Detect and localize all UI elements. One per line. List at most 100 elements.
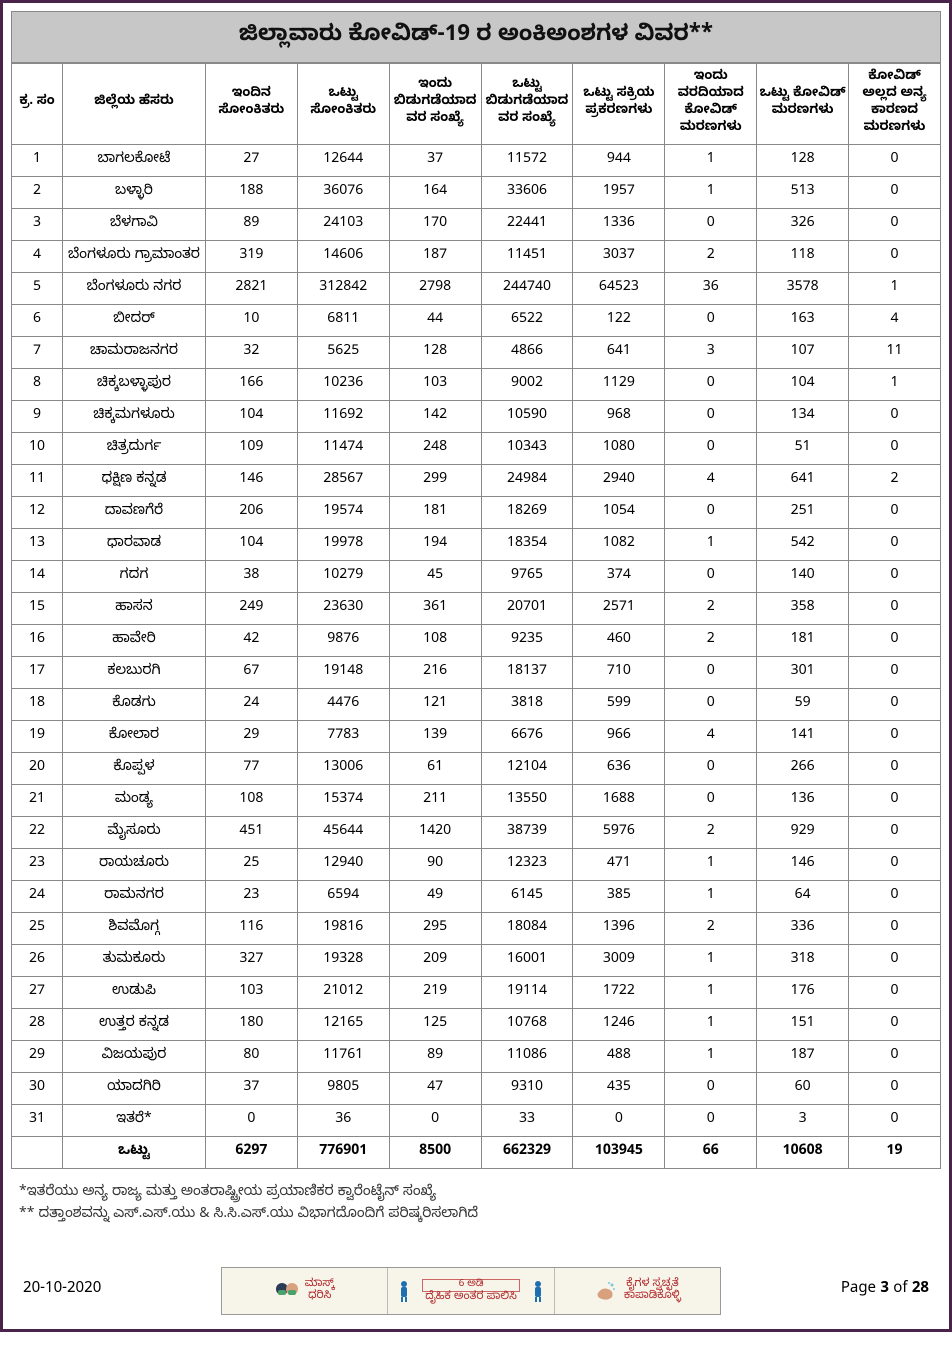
table-cell: 599: [573, 688, 665, 720]
table-cell: 107: [757, 336, 849, 368]
table-cell: 0: [389, 1104, 481, 1136]
table-cell: 11692: [297, 400, 389, 432]
table-cell: 6811: [297, 304, 389, 336]
table-cell: 10: [12, 432, 63, 464]
table-row: 28ಉತ್ತರ ಕನ್ನಡ1801216512510768124611510: [12, 1008, 941, 1040]
table-cell: 1: [665, 176, 757, 208]
table-cell: 641: [757, 464, 849, 496]
table-cell: 122: [573, 304, 665, 336]
table-cell: 7: [12, 336, 63, 368]
table-cell: 11: [849, 336, 941, 368]
table-cell: 11761: [297, 1040, 389, 1072]
table-cell: ಕಲಬುರಗಿ: [63, 656, 206, 688]
table-cell: 12104: [481, 752, 573, 784]
table-cell: 327: [205, 944, 297, 976]
table-cell: 944: [573, 144, 665, 176]
table-cell: ಮಂಡ್ಯ: [63, 784, 206, 816]
table-cell: 0: [205, 1104, 297, 1136]
col-header: ಇಂದಿನ ಸೋಂಕಿತರು: [205, 64, 297, 145]
table-cell: ಕೊಡಗು: [63, 688, 206, 720]
table-cell: ರಾಯಚೂರು: [63, 848, 206, 880]
table-cell: 10279: [297, 560, 389, 592]
table-cell: ಹಾವೇರಿ: [63, 624, 206, 656]
table-cell: 0: [849, 528, 941, 560]
table-cell: 51: [757, 432, 849, 464]
table-cell: 32: [205, 336, 297, 368]
table-cell: 64: [757, 880, 849, 912]
table-row: 6ಬೀದರ್10681144652212201634: [12, 304, 941, 336]
table-cell: 136: [757, 784, 849, 816]
table-cell: 13: [12, 528, 63, 560]
table-cell: 80: [205, 1040, 297, 1072]
table-cell: 36: [665, 272, 757, 304]
table-cell: 0: [849, 144, 941, 176]
total-cell: 6297: [205, 1136, 297, 1168]
table-cell: 28567: [297, 464, 389, 496]
table-cell: 16001: [481, 944, 573, 976]
table-cell: 125: [389, 1008, 481, 1040]
table-cell: 141: [757, 720, 849, 752]
table-cell: 513: [757, 176, 849, 208]
table-cell: 24: [12, 880, 63, 912]
table-cell: 1: [665, 144, 757, 176]
table-cell: 929: [757, 816, 849, 848]
table-cell: 251: [757, 496, 849, 528]
table-cell: 209: [389, 944, 481, 976]
table-cell: 374: [573, 560, 665, 592]
table-cell: 118: [757, 240, 849, 272]
table-cell: 0: [849, 784, 941, 816]
table-row: 1ಬಾಗಲಕೋಟೆ2712644371157294411280: [12, 144, 941, 176]
table-row: 22ಮೈಸೂರು45145644142038739597629290: [12, 816, 941, 848]
table-cell: 187: [757, 1040, 849, 1072]
table-cell: 19328: [297, 944, 389, 976]
table-cell: 4476: [297, 688, 389, 720]
table-cell: 2: [12, 176, 63, 208]
table-cell: 14: [12, 560, 63, 592]
table-cell: 7783: [297, 720, 389, 752]
table-cell: 181: [389, 496, 481, 528]
table-cell: 17: [12, 656, 63, 688]
table-cell: 12940: [297, 848, 389, 880]
table-cell: 2: [665, 816, 757, 848]
table-cell: 25: [205, 848, 297, 880]
table-cell: 142: [389, 400, 481, 432]
table-cell: 206: [205, 496, 297, 528]
table-row: 16ಹಾವೇರಿ429876108923546021810: [12, 624, 941, 656]
table-cell: 109: [205, 432, 297, 464]
table-cell: 24984: [481, 464, 573, 496]
table-cell: 23630: [297, 592, 389, 624]
table-cell: 2: [665, 912, 757, 944]
table-cell: 968: [573, 400, 665, 432]
col-header: ಕೋವಿಡ್ ಅಲ್ಲದ ಅನ್ಯ ಕಾರಣದ ಮರಣಗಳು: [849, 64, 941, 145]
total-cell: 10608: [757, 1136, 849, 1168]
table-cell: 163: [757, 304, 849, 336]
banner-distance: 6 ಅಡಿ ದೈಹಿಕ ಅಂತರ ಪಾಲಿಸಿ: [388, 1268, 554, 1314]
table-cell: 27: [205, 144, 297, 176]
table-cell: 42: [205, 624, 297, 656]
table-cell: 24103: [297, 208, 389, 240]
table-row: 20ಕೊಪ್ಪಳ7713006611210463602660: [12, 752, 941, 784]
table-cell: 18354: [481, 528, 573, 560]
table-cell: 1: [665, 528, 757, 560]
table-cell: ತುಮಕೂರು: [63, 944, 206, 976]
table-cell: 9765: [481, 560, 573, 592]
table-cell: 1722: [573, 976, 665, 1008]
table-cell: 0: [849, 624, 941, 656]
table-cell: 0: [849, 720, 941, 752]
table-cell: 11086: [481, 1040, 573, 1072]
table-cell: 471: [573, 848, 665, 880]
total-cell: 19: [849, 1136, 941, 1168]
table-row: 5ಬೆಂಗಳೂರು ನಗರ282131284227982447406452336…: [12, 272, 941, 304]
table-cell: 0: [849, 1072, 941, 1104]
page-current: 3: [880, 1281, 889, 1301]
table-cell: 0: [849, 912, 941, 944]
table-cell: 336: [757, 912, 849, 944]
table-cell: ಉಡುಪಿ: [63, 976, 206, 1008]
table-cell: 0: [665, 208, 757, 240]
table-cell: 0: [849, 1040, 941, 1072]
table-cell: 4: [849, 304, 941, 336]
table-cell: 5: [12, 272, 63, 304]
table-cell: 0: [849, 1008, 941, 1040]
table-cell: 0: [665, 656, 757, 688]
table-cell: 140: [757, 560, 849, 592]
